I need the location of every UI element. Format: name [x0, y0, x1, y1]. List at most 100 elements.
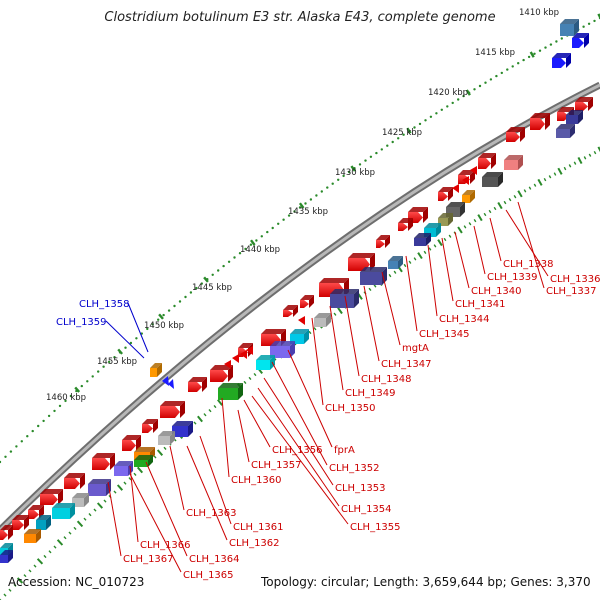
gene-label-forward: CLH_1359: [56, 317, 107, 328]
gene-label-reverse: CLH_1345: [419, 329, 470, 340]
gene-label-reverse: CLH_1340: [471, 286, 522, 297]
leader-line: [129, 465, 139, 543]
ruler-label: 1435 kbp: [288, 207, 328, 217]
gene-label-reverse: CLH_1360: [231, 475, 282, 486]
leader-line: [454, 231, 470, 289]
ruler-tick: [117, 348, 124, 355]
gene-feature: [478, 153, 496, 169]
gene-feature: [28, 505, 44, 519]
inner-tick: [8, 588, 12, 592]
inner-tick: [433, 244, 437, 248]
accession-text: Accession: NC_010723: [8, 575, 145, 589]
inner-tick: [56, 539, 64, 546]
gene-feature: [188, 377, 207, 392]
ruler-label: 1430 kbp: [335, 168, 375, 178]
inner-tick: [593, 150, 597, 155]
inner-tick: [403, 263, 407, 268]
ruler-label: 1460 kbp: [46, 393, 86, 403]
gene-feature: [572, 33, 589, 48]
gene-feature: [24, 529, 41, 543]
gene-label-reverse: CLH_1348: [361, 374, 412, 385]
inner-tick: [116, 484, 124, 491]
leader-line: [251, 395, 349, 525]
gene-feature: [298, 316, 305, 325]
gene-label-reverse: CLH_1365: [183, 570, 234, 581]
gene-feature: [348, 253, 375, 271]
gene-feature: [162, 376, 169, 386]
gene-label-reverse: CLH_1344: [439, 314, 490, 325]
leader-line: [127, 302, 149, 353]
inner-tick: [68, 531, 72, 535]
leader-line: [473, 225, 486, 275]
leader-line: [311, 317, 324, 406]
inner-tick: [248, 376, 252, 381]
inner-tick: [533, 183, 537, 187]
inner-tick: [528, 186, 532, 190]
inner-tick: [153, 455, 157, 459]
gene-label-reverse: CLH_1364: [189, 554, 240, 565]
inner-tick: [136, 466, 144, 474]
gene-feature: [88, 479, 111, 496]
gene-feature: [566, 110, 583, 124]
leader-line: [129, 473, 182, 573]
inner-tick: [337, 307, 343, 315]
gene-feature: [438, 187, 453, 201]
leader-line: [105, 320, 145, 359]
ruler-tick: [350, 165, 356, 172]
inner-tick: [423, 250, 427, 254]
inner-tick: [577, 156, 583, 165]
gene-feature: [530, 113, 550, 130]
inner-tick: [156, 449, 164, 456]
gene-feature: [376, 235, 390, 248]
leader-line: [271, 361, 328, 466]
leader-line: [169, 445, 185, 511]
ruler-label: 1455 kbp: [97, 357, 137, 367]
gene-feature: [246, 346, 253, 355]
inner-tick: [333, 312, 337, 316]
ruler-label: 1450 kbp: [144, 321, 184, 331]
ruler-tick: [406, 127, 412, 134]
inner-tick: [597, 146, 600, 153]
inner-tick: [588, 153, 592, 157]
gene-feature: [52, 503, 75, 519]
gene-label-reverse: CLH_1341: [455, 299, 506, 310]
gene-feature: [0, 550, 13, 563]
leader-line: [363, 285, 380, 362]
ruler-tick: [298, 202, 305, 209]
leader-line: [145, 461, 188, 557]
gene-label-reverse: CLH_1362: [229, 538, 280, 549]
inner-tick: [393, 270, 397, 274]
inner-tick: [48, 550, 52, 554]
ruler-tick: [250, 239, 256, 246]
inner-tick: [468, 222, 472, 226]
gene-feature: [446, 202, 465, 217]
inner-tick: [93, 508, 97, 512]
leader-line: [221, 397, 230, 478]
gene-feature: [210, 365, 233, 382]
inner-tick: [243, 380, 247, 385]
inner-tick: [217, 399, 223, 406]
gene-feature: [224, 360, 231, 369]
gene-feature: [122, 435, 141, 451]
inner-tick: [477, 214, 483, 222]
gene-feature: [360, 267, 387, 285]
inner-tick: [553, 172, 557, 176]
inner-tick: [36, 558, 44, 565]
gene-feature: [462, 190, 475, 203]
leader-line: [329, 305, 344, 391]
gene-label-reverse: CLH_1336: [550, 274, 600, 285]
inner-tick: [517, 190, 523, 198]
inner-tick: [368, 287, 372, 292]
inner-tick: [16, 577, 24, 584]
inner-tick: [96, 502, 104, 509]
inner-tick: [23, 574, 27, 578]
gene-feature: [438, 213, 453, 226]
inner-tick: [33, 564, 37, 568]
gene-feature: [300, 295, 314, 308]
ruler-label: 1440 kbp: [240, 245, 280, 255]
leader-line: [237, 409, 250, 463]
gene-feature: [452, 184, 459, 193]
inner-tick: [417, 252, 423, 260]
inner-tick: [43, 554, 47, 559]
